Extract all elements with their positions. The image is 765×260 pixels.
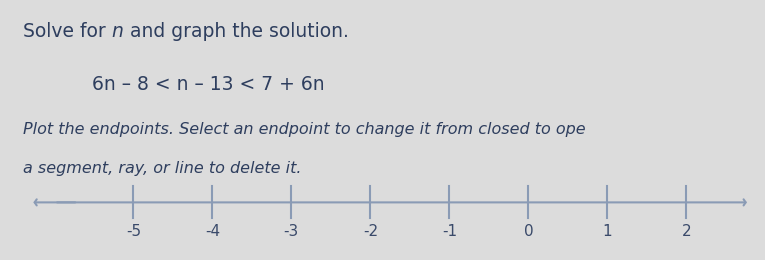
Text: -4: -4 [205, 224, 220, 239]
Text: 6n – 8 < n – 13 < 7 + 6n: 6n – 8 < n – 13 < 7 + 6n [92, 75, 324, 94]
Text: 0: 0 [523, 224, 533, 239]
Text: and graph the solution.: and graph the solution. [124, 22, 348, 41]
Text: -2: -2 [363, 224, 378, 239]
Text: Plot the endpoints. Select an endpoint to change it from closed to ope: Plot the endpoints. Select an endpoint t… [23, 122, 585, 137]
Text: Solve for: Solve for [23, 22, 112, 41]
Text: -5: -5 [125, 224, 141, 239]
Text: 2: 2 [682, 224, 692, 239]
Text: -1: -1 [442, 224, 457, 239]
Text: n: n [112, 22, 124, 41]
Text: -3: -3 [284, 224, 299, 239]
Text: 1: 1 [603, 224, 612, 239]
Text: a segment, ray, or line to delete it.: a segment, ray, or line to delete it. [23, 161, 301, 176]
